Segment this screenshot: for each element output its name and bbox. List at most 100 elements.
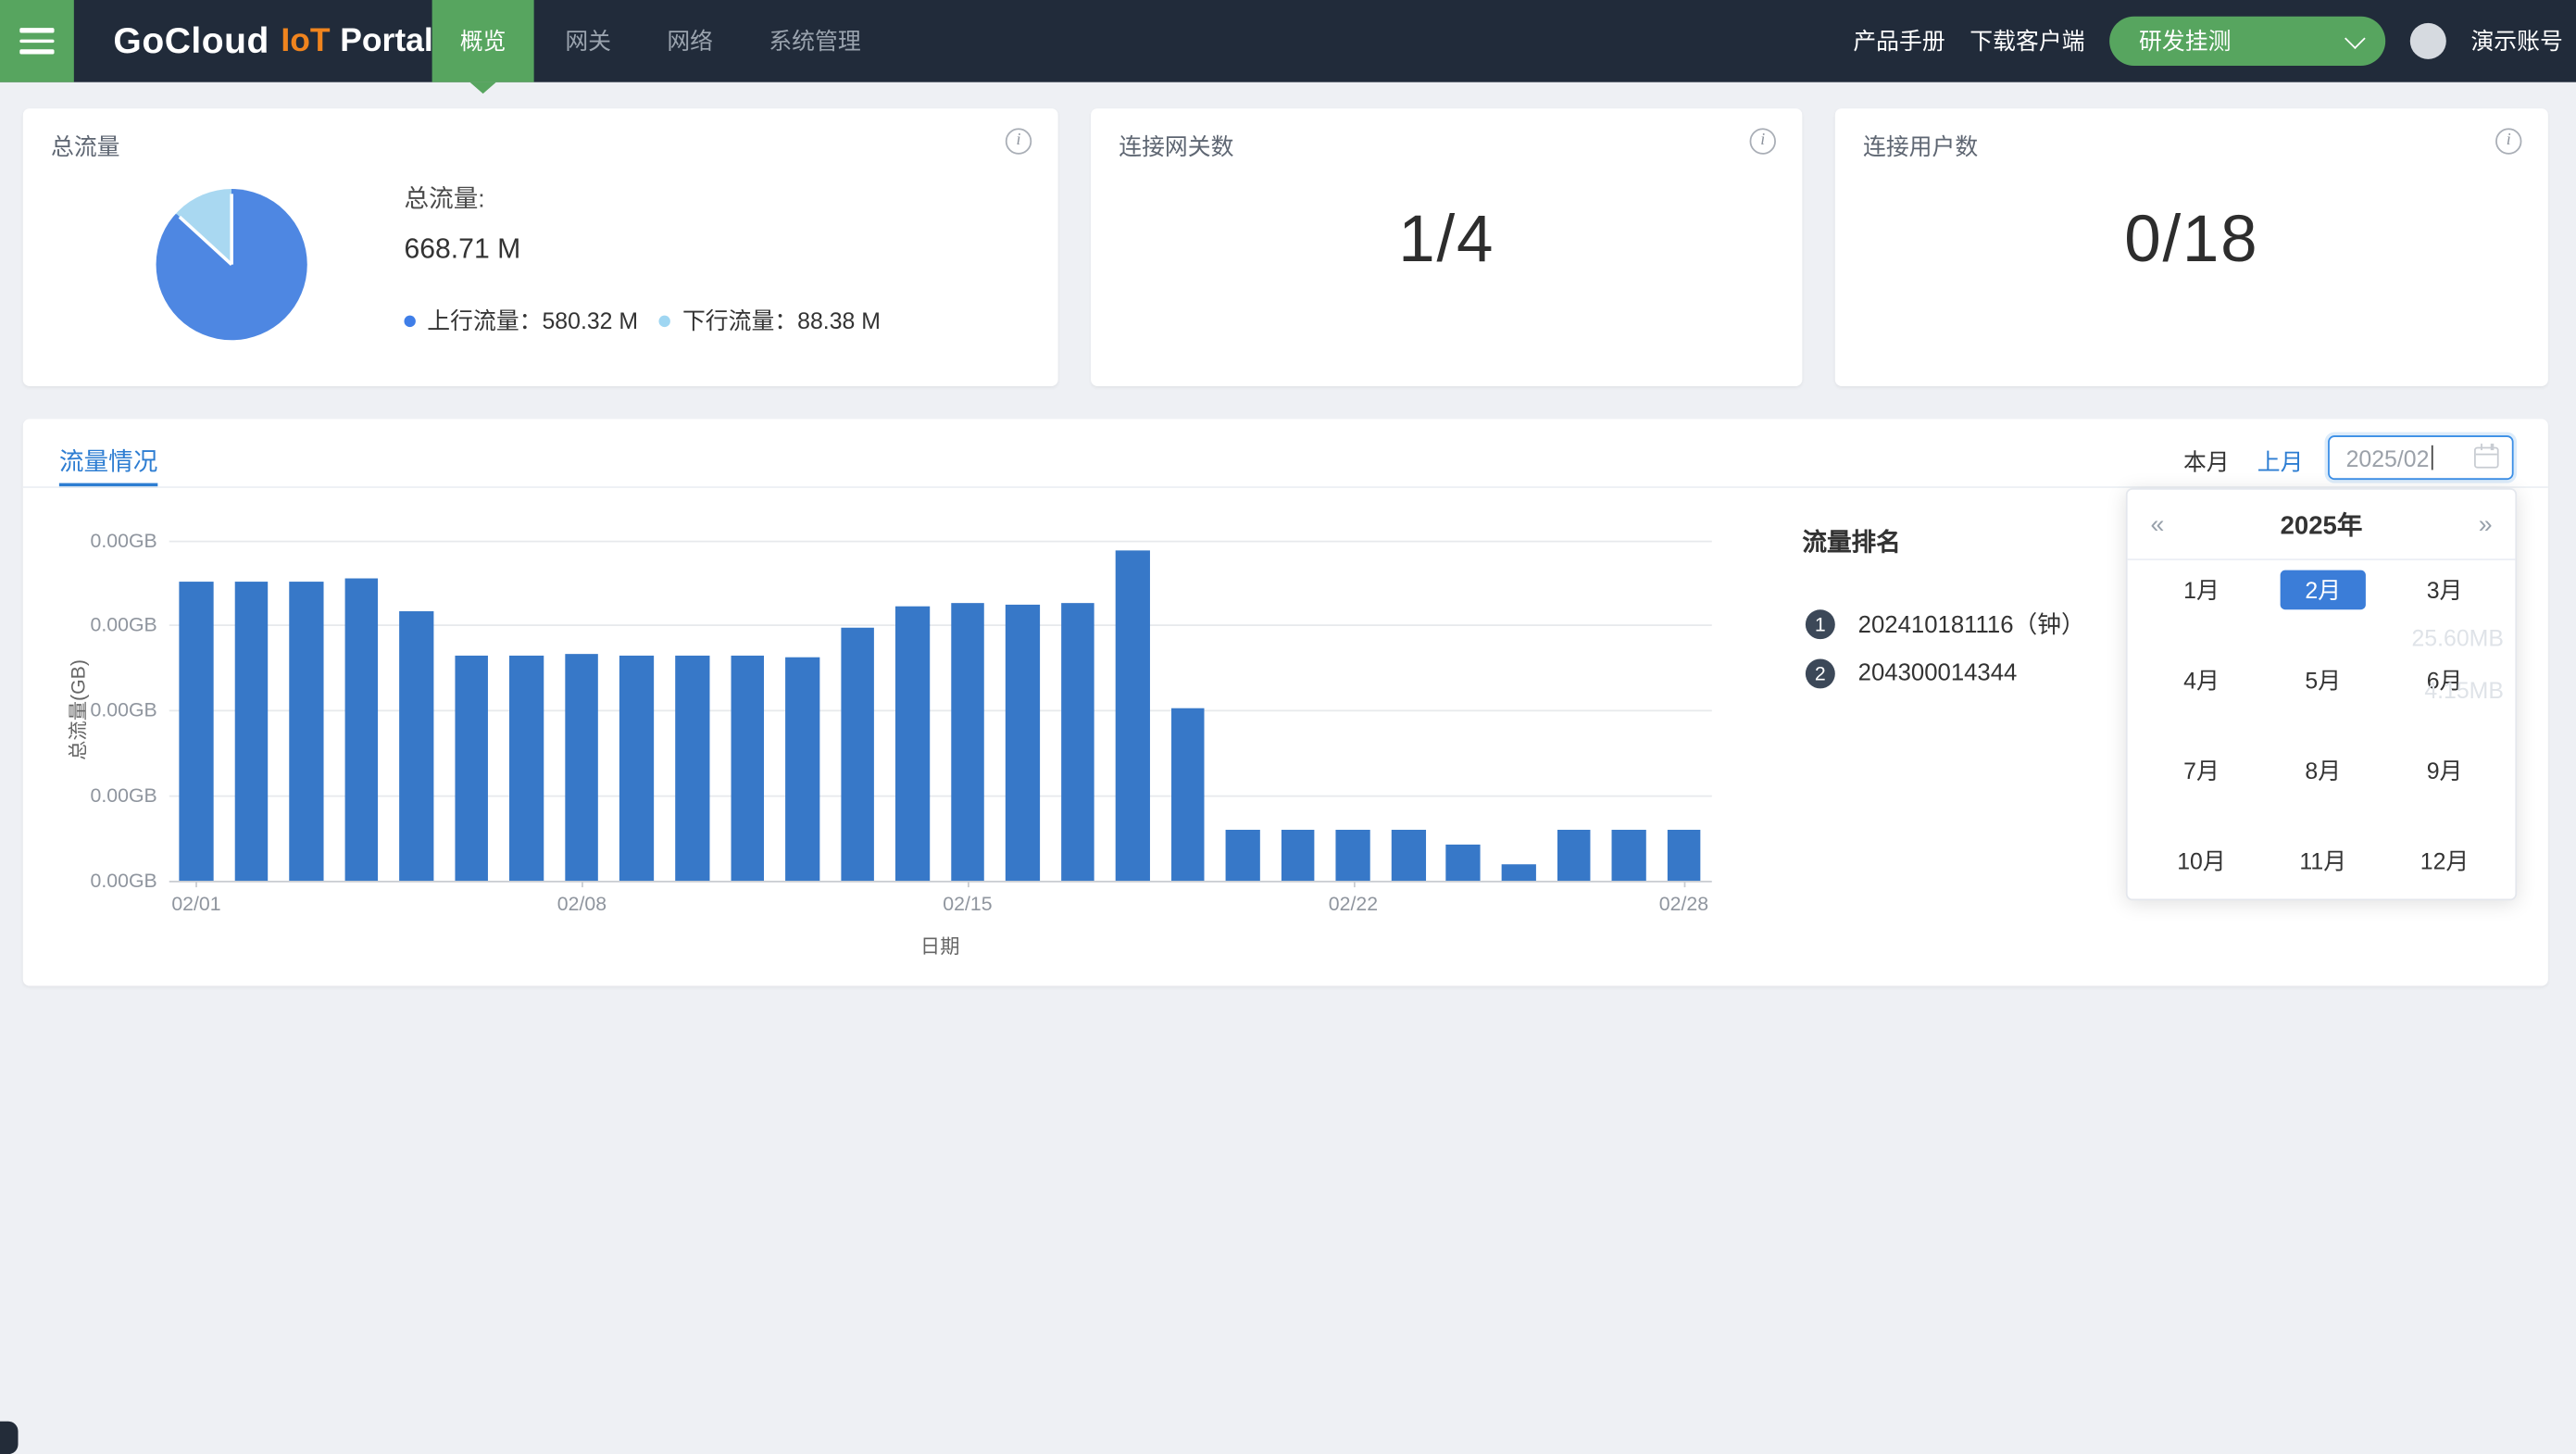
month-cell-6[interactable]: 6月 [2426, 667, 2463, 694]
bar-02/24[interactable] [1446, 845, 1481, 882]
x-tick [1683, 881, 1686, 888]
prev-year-icon[interactable]: « [2150, 509, 2165, 539]
month-picker-input[interactable]: 2025/02 [2328, 435, 2514, 481]
month-cell-9[interactable]: 9月 [2426, 757, 2463, 784]
x-tick-label: 02/22 [1328, 892, 1379, 916]
info-icon[interactable] [1749, 128, 1776, 155]
download-client-link[interactable]: 下载客户端 [1970, 28, 2085, 55]
total-traffic-card: 总流量 总流量: 668.71 M 上行流量：580.32 M 下行流量：88.3… [22, 108, 1058, 386]
users-count: 0/18 [2124, 204, 2259, 277]
legend-dot-icon [659, 314, 671, 327]
bar-02/19[interactable] [1170, 708, 1206, 882]
bar-02/03[interactable] [289, 581, 324, 882]
app-logo: GoCloud IoT Portal [113, 0, 432, 82]
product-manual-link[interactable]: 产品手册 [1853, 28, 1945, 55]
nav-tab-2[interactable]: 网络 [667, 28, 714, 55]
last-month-button[interactable]: 上月 [2257, 448, 2304, 475]
bar-02/28[interactable] [1667, 829, 1701, 882]
corner-widget-handle[interactable] [0, 1421, 19, 1454]
tab-traffic-status[interactable]: 流量情况 [58, 448, 158, 477]
x-tick [581, 881, 584, 888]
bar-02/17[interactable] [1060, 603, 1095, 882]
text-caret [2431, 445, 2433, 470]
pie-slice-divider [178, 215, 233, 266]
nav-tabs: 概览 网关 网络 系统管理 [431, 0, 893, 94]
panel-divider [22, 486, 2548, 488]
avatar[interactable] [2409, 22, 2446, 59]
card-title: 连接用户数 [1862, 132, 1979, 160]
legend-item-0: 上行流量：580.32 M [404, 304, 638, 336]
bar-02/14[interactable] [895, 606, 930, 882]
bar-02/23[interactable] [1391, 830, 1426, 882]
gridline [169, 625, 1712, 627]
rank-name: 202410181116（钟） [1857, 612, 2085, 640]
popup-header: « 2025年 » [2127, 490, 2516, 561]
nav-tab-3[interactable]: 系统管理 [769, 28, 861, 55]
month-cell-10[interactable]: 10月 [2177, 847, 2226, 874]
month-cell-1[interactable]: 1月 [2183, 576, 2220, 604]
bar-02/15[interactable] [950, 603, 985, 882]
nav-tab-0[interactable]: 概览 [431, 0, 534, 94]
bar-02/20[interactable] [1226, 830, 1260, 882]
legend-dot-icon [404, 314, 416, 327]
bar-02/02[interactable] [234, 581, 269, 882]
environment-dropdown[interactable]: 研发挂测 [2109, 16, 2386, 66]
bar-02/06[interactable] [455, 655, 489, 882]
month-cell-5[interactable]: 5月 [2305, 667, 2342, 694]
x-tick-label: 02/01 [171, 892, 221, 916]
y-tick-label: 0.00GB [90, 869, 157, 893]
rank-badge: 2 [1805, 658, 1835, 689]
logo-suffix: Portal [340, 21, 433, 58]
calendar-icon[interactable] [2473, 444, 2499, 469]
logo-accent: IoT [281, 21, 331, 58]
next-year-icon[interactable]: » [2478, 509, 2493, 539]
bar-02/10[interactable] [675, 655, 709, 882]
y-tick-label: 0.00GB [90, 783, 157, 808]
info-icon[interactable] [1005, 128, 1032, 155]
month-cell-4[interactable]: 4月 [2183, 667, 2220, 694]
bar-02/21[interactable] [1281, 830, 1316, 882]
total-traffic-label: 总流量: [404, 185, 485, 214]
bar-02/04[interactable] [344, 579, 379, 882]
hamburger-menu-icon[interactable] [0, 0, 74, 82]
bar-02/11[interactable] [730, 655, 765, 882]
top-navbar: GoCloud IoT Portal 概览 网关 网络 系统管理 产品手册 下载客户端… [0, 0, 2576, 94]
bar-02/08[interactable] [565, 653, 599, 882]
traffic-legend: 上行流量：580.32 M 下行流量：88.38 M [404, 304, 881, 336]
x-axis-name: 日期 [919, 934, 960, 959]
traffic-totals: 总流量: 668.71 M [404, 181, 520, 266]
bar-02/25[interactable] [1501, 864, 1536, 882]
bar-02/18[interactable] [1116, 550, 1150, 882]
legend-text: 上行流量：580.32 M [427, 307, 639, 334]
month-cell-7[interactable]: 7月 [2183, 757, 2220, 784]
month-cell-8[interactable]: 8月 [2305, 757, 2342, 784]
gridline [169, 796, 1712, 797]
month-cell-2[interactable]: 2月 [2280, 570, 2366, 610]
bar-02/01[interactable] [179, 581, 214, 882]
card-title: 连接网关数 [1119, 132, 1234, 160]
bar-02/13[interactable] [840, 626, 875, 882]
this-month-button[interactable]: 本月 [2182, 448, 2230, 475]
month-cell-3[interactable]: 3月 [2426, 576, 2463, 604]
gridline [169, 710, 1712, 712]
active-tab-notch [469, 81, 496, 94]
bar-02/27[interactable] [1611, 830, 1646, 882]
bar-02/26[interactable] [1557, 830, 1591, 882]
bar-02/07[interactable] [509, 655, 544, 882]
month-cell-11[interactable]: 11月 [2299, 847, 2347, 874]
bar-02/05[interactable] [399, 611, 434, 882]
bar-02/22[interactable] [1336, 830, 1370, 882]
bar-02/12[interactable] [785, 656, 819, 882]
x-tick [195, 881, 198, 888]
bar-02/09[interactable] [619, 655, 655, 882]
info-icon[interactable] [2495, 128, 2522, 155]
total-traffic-value: 668.71 M [404, 232, 521, 265]
month-cell-12[interactable]: 12月 [2420, 847, 2470, 874]
y-tick-label: 0.00GB [90, 698, 157, 722]
nav-tab-1[interactable]: 网关 [565, 28, 612, 55]
bar-02/16[interactable] [1006, 604, 1040, 882]
ranking-title: 流量排名 [1802, 529, 1901, 558]
traffic-pie-chart [156, 189, 307, 341]
popup-year-label: 2025年 [2280, 512, 2363, 541]
account-name[interactable]: 演示账号 [2470, 28, 2563, 55]
